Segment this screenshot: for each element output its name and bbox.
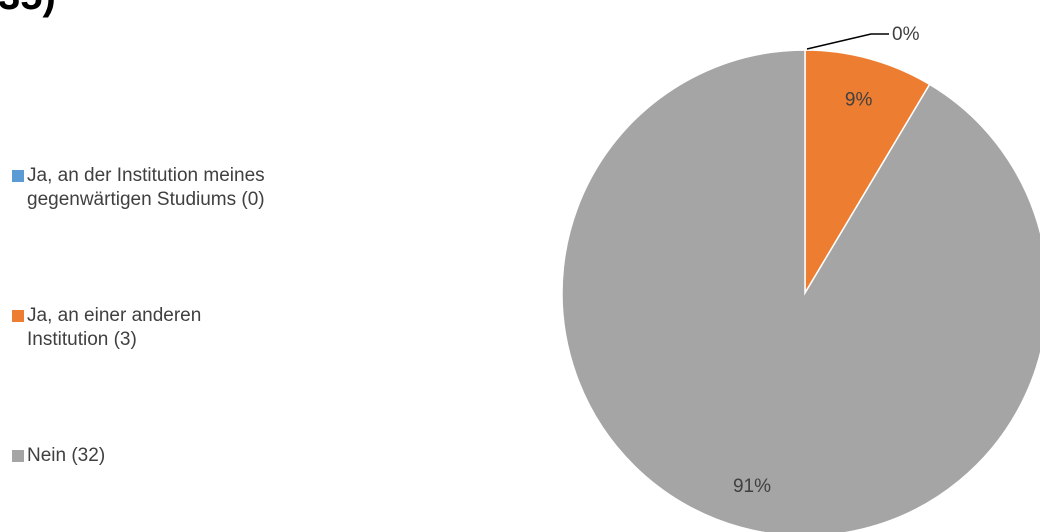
data-label-institution-other: 9% (845, 90, 873, 111)
leader-line-institution-current (807, 34, 889, 49)
pie-slice-nein (562, 50, 1040, 532)
data-label-institution-current: 0% (892, 24, 920, 45)
data-label-nein: 91% (733, 476, 771, 497)
